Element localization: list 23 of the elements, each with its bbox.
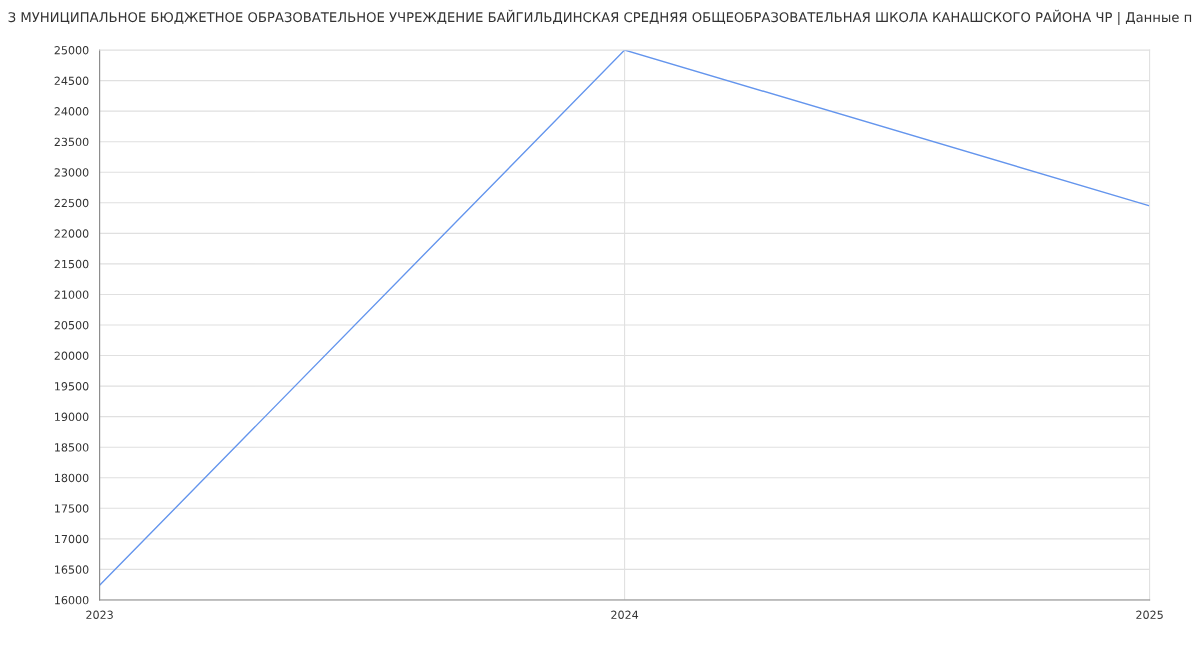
y-tick-label: 18000 xyxy=(55,473,89,483)
y-tick-label: 20000 xyxy=(54,351,89,360)
y-tick-label: 17500 xyxy=(55,504,89,513)
y-tick-label: 20500 xyxy=(54,320,89,330)
x-tick-label: 2023 xyxy=(86,610,113,619)
y-tick-label: 22500 xyxy=(54,198,89,208)
y-tick-label: 21500 xyxy=(54,259,89,269)
chart-title: З МУНИЦИПАЛЬНОЕ БЮДЖЕТНОЕ ОБРАЗОВАТЕЛЬНОЕ УЧРЕЖДЕНИЕ БАЙГИЛЬДИНСКАЯ СРЕДНЯЯ ОБЩЕОБРАЗОВАТЕЛЬНАЯ ШКОЛА КАНАШСКОГО РАЙОНА ЧР | Данные п xyxy=(8,9,1192,26)
y-tick-label: 18500 xyxy=(55,443,89,452)
y-tick-label: 16500 xyxy=(55,565,89,574)
y-tick-label: 22000 xyxy=(54,229,89,238)
y-tick-label: 23500 xyxy=(54,137,89,147)
y-tick-label: 17000 xyxy=(55,534,89,544)
y-tick-label: 19500 xyxy=(55,382,89,391)
y-tick-label: 24500 xyxy=(54,76,89,85)
y-tick-label: 24000 xyxy=(54,107,89,116)
x-tick-label: 2024 xyxy=(611,610,639,619)
y-tick-label: 25000 xyxy=(54,46,89,55)
x-tick-label: 2025 xyxy=(1136,610,1163,619)
y-tick-label: 16000 xyxy=(55,595,89,605)
y-tick-label: 21000 xyxy=(54,290,89,299)
y-tick-label: 23000 xyxy=(54,168,89,177)
y-tick-label: 19000 xyxy=(55,412,89,422)
